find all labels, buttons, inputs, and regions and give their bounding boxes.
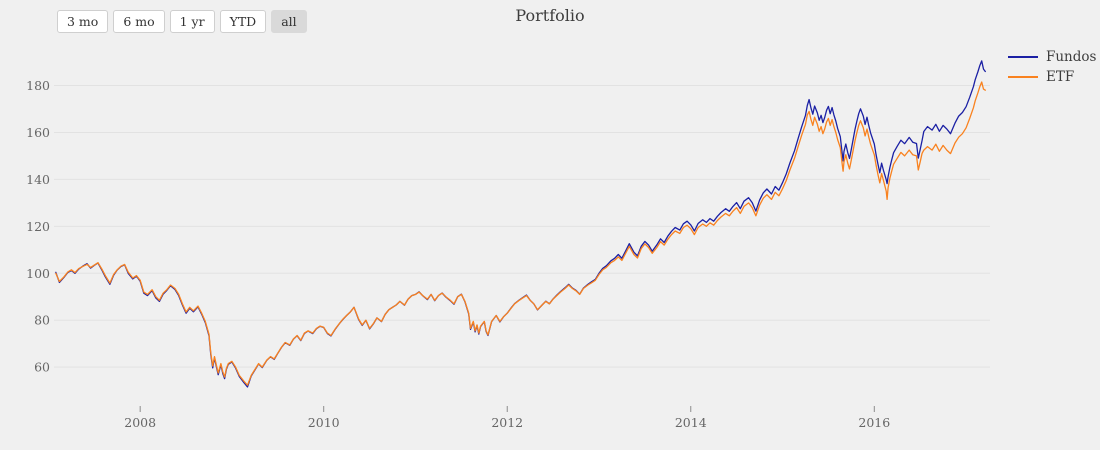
y-tick-label-180: 180 <box>26 78 50 93</box>
x-tick-label-2008: 2008 <box>124 415 156 430</box>
legend-line-sample <box>1008 76 1038 78</box>
x-tick-label-2012: 2012 <box>491 415 523 430</box>
y-tick-label-100: 100 <box>26 266 50 281</box>
legend-item-fundos[interactable]: Fundos <box>1008 47 1096 67</box>
y-tick-label-80: 80 <box>34 313 50 328</box>
y-tick-label-160: 160 <box>26 125 50 140</box>
page-title: Portfolio <box>515 6 585 25</box>
series-line-fundos <box>55 60 986 388</box>
series-line-etf <box>55 81 986 386</box>
x-tick-label-2016: 2016 <box>858 415 890 430</box>
x-tick-label-2014: 2014 <box>675 415 707 430</box>
range-button-6-mo[interactable]: 6 mo <box>113 10 165 33</box>
y-tick-label-140: 140 <box>26 172 50 187</box>
range-button-all[interactable]: all <box>271 10 307 33</box>
legend-item-etf[interactable]: ETF <box>1008 67 1096 87</box>
x-tick-label-2010: 2010 <box>308 415 340 430</box>
range-selector: 3 mo 6 mo 1 yr YTD all <box>57 10 312 33</box>
legend-line-sample <box>1008 56 1038 58</box>
range-button-YTD[interactable]: YTD <box>219 10 267 33</box>
legend-label: ETF <box>1046 69 1075 85</box>
y-tick-label-120: 120 <box>26 219 50 234</box>
y-tick-label-60: 60 <box>34 360 50 375</box>
range-button-1-yr[interactable]: 1 yr <box>169 10 215 33</box>
legend-label: Fundos <box>1046 49 1097 65</box>
range-button-3-mo[interactable]: 3 mo <box>57 10 109 33</box>
legend: Fundos ETF <box>1008 47 1096 87</box>
